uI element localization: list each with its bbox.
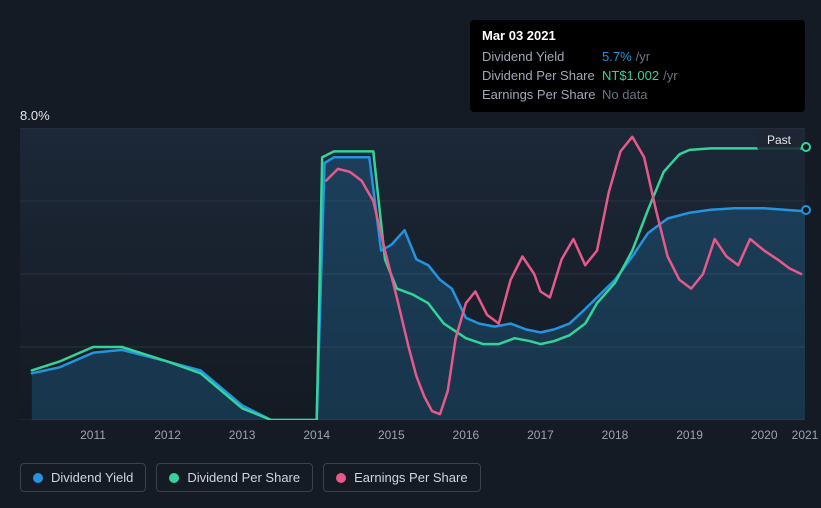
legend-item[interactable]: Earnings Per Share	[323, 463, 480, 492]
xaxis-tick: 2018	[602, 428, 629, 442]
tooltip-row: Dividend Per ShareNT$1.002/yr	[482, 66, 793, 85]
tooltip-unit: /yr	[663, 68, 677, 83]
tooltip-value: No data	[602, 87, 648, 102]
xaxis-tick: 2016	[453, 428, 480, 442]
legend-item[interactable]: Dividend Per Share	[156, 463, 313, 492]
legend-swatch	[33, 473, 43, 483]
past-badge: Past	[757, 130, 801, 150]
yaxis-max-label: 8.0%	[20, 108, 50, 123]
legend-label: Dividend Per Share	[187, 470, 300, 485]
tooltip-value: NT$1.002	[602, 68, 659, 83]
chart-plot-area[interactable]	[20, 128, 805, 420]
legend-label: Dividend Yield	[51, 470, 133, 485]
tooltip-label: Dividend Per Share	[482, 68, 602, 83]
tooltip-row: Dividend Yield5.7% /yr	[482, 47, 793, 66]
tooltip-label: Dividend Yield	[482, 49, 602, 64]
tooltip-row: Earnings Per ShareNo data	[482, 85, 793, 104]
tooltip-label: Earnings Per Share	[482, 87, 602, 102]
tooltip-date: Mar 03 2021	[482, 28, 793, 43]
chart-tooltip: Mar 03 2021 Dividend Yield5.7%/yrDividen…	[470, 20, 805, 112]
xaxis-tick: 2020	[751, 428, 778, 442]
xaxis: 2011 2012 2013 2014 2015 2016 2017 2018 2019 2020…	[20, 428, 805, 448]
tooltip-unit: /yr	[636, 49, 650, 64]
legend-swatch	[169, 473, 179, 483]
xaxis-tick: 2019	[676, 428, 703, 442]
series-end-marker	[801, 142, 811, 152]
xaxis-tick: 2011	[80, 428, 106, 442]
tooltip-value: 5.7%	[602, 49, 632, 64]
legend-swatch	[336, 473, 346, 483]
legend-label: Earnings Per Share	[354, 470, 467, 485]
legend: Dividend Yield Dividend Per Share Earnings…	[20, 463, 481, 492]
xaxis-tick: 2015	[378, 428, 405, 442]
xaxis-tick: 2013	[229, 428, 256, 442]
xaxis-tick: 2017	[527, 428, 554, 442]
legend-item[interactable]: Dividend Yield	[20, 463, 146, 492]
xaxis-tick: 2021	[792, 428, 819, 442]
xaxis-tick: 2012	[154, 428, 181, 442]
chart-svg	[20, 128, 805, 420]
series-end-marker	[801, 205, 811, 215]
xaxis-tick: 2014	[303, 428, 330, 442]
